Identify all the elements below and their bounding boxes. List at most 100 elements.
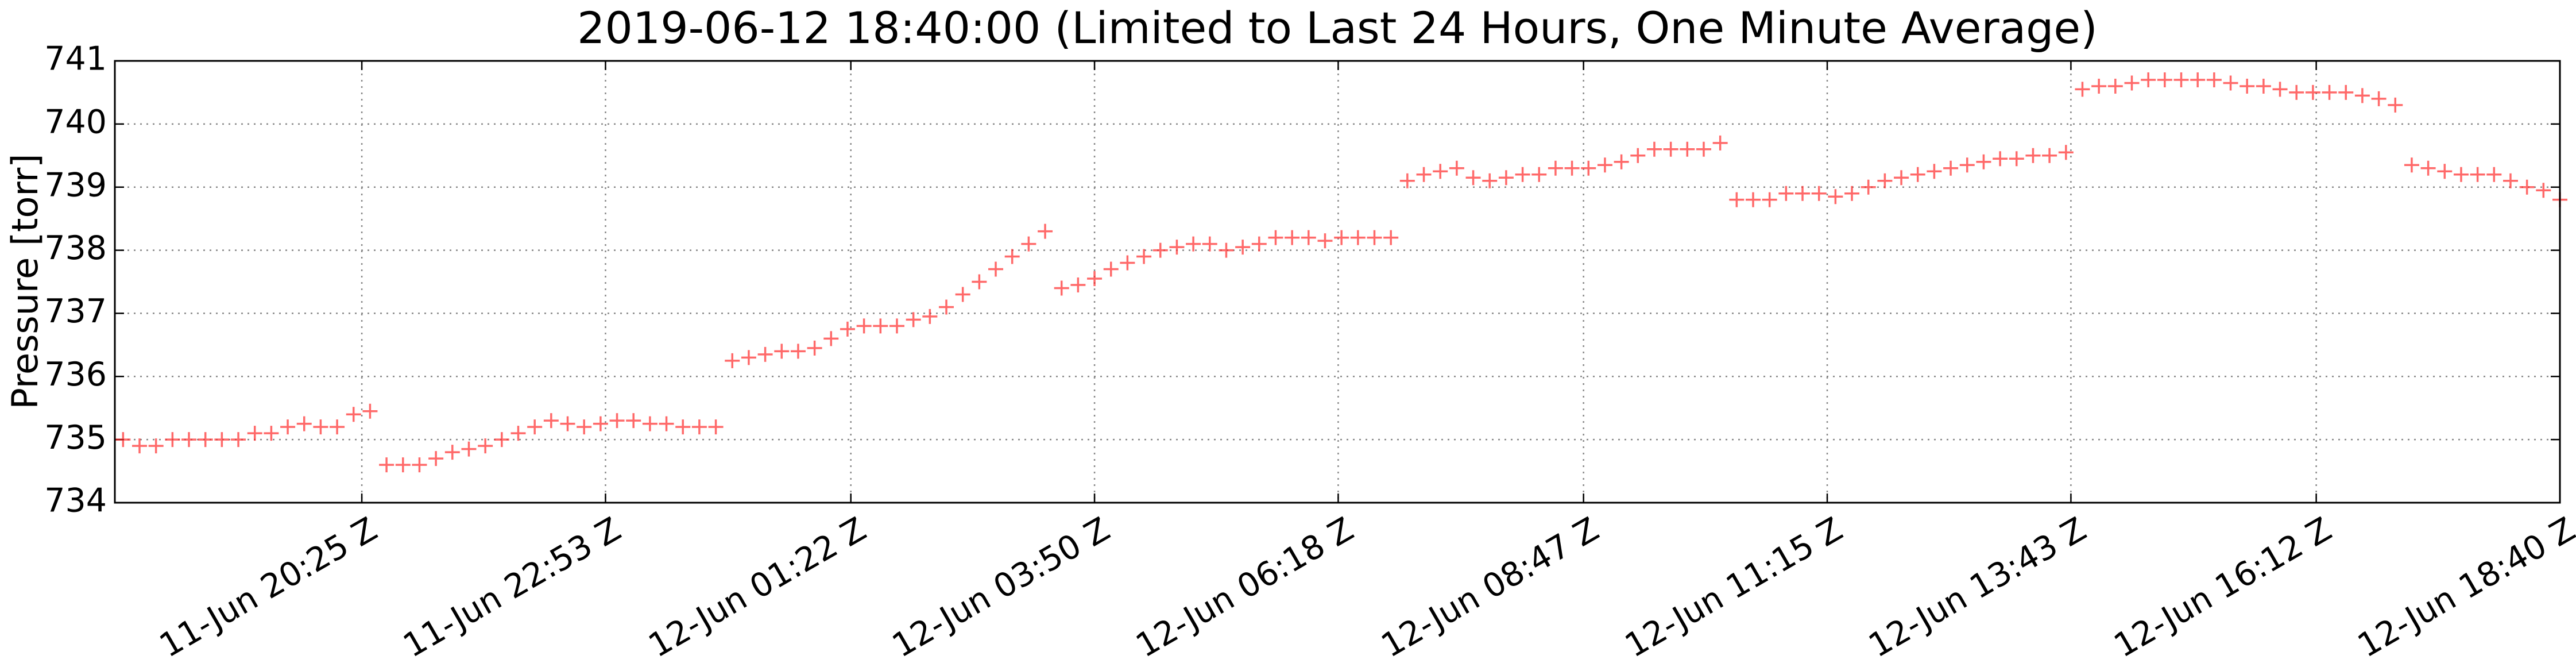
data-point — [1054, 280, 1069, 296]
data-point — [181, 432, 197, 448]
data-point — [675, 419, 691, 435]
data-point — [2025, 148, 2041, 163]
data-point — [1038, 223, 1053, 239]
data-point — [2502, 173, 2518, 188]
data-point — [428, 451, 444, 466]
data-point — [1399, 173, 1415, 188]
data-point — [1646, 141, 1662, 157]
y-tick-label: 740 — [44, 103, 107, 141]
data-point — [395, 457, 411, 473]
data-point — [1844, 186, 1860, 201]
x-tick-label: 12-Jun 18:40 Z — [2351, 510, 2576, 665]
data-point — [2322, 84, 2337, 100]
data-point — [906, 312, 921, 327]
data-point — [1696, 141, 1711, 157]
data-point — [2240, 78, 2255, 94]
data-point — [757, 346, 773, 362]
data-point — [2453, 167, 2469, 182]
data-point — [1317, 233, 1333, 249]
data-point — [2124, 75, 2140, 91]
data-point — [889, 318, 904, 334]
data-point — [856, 318, 872, 334]
data-point — [1663, 141, 1678, 157]
data-point — [1301, 230, 1316, 245]
data-point — [1927, 164, 1942, 179]
data-point — [1746, 192, 1761, 207]
data-point — [1581, 160, 1596, 176]
data-point — [2223, 75, 2238, 91]
data-point — [1630, 148, 1646, 163]
data-point — [296, 416, 312, 431]
data-point — [2404, 157, 2419, 173]
data-point — [1186, 236, 1201, 252]
data-point — [790, 344, 806, 359]
data-point — [1103, 261, 1119, 277]
data-point — [1433, 164, 1448, 179]
data-point — [1894, 170, 1909, 186]
data-point — [1614, 154, 1629, 169]
data-point — [1597, 157, 1612, 173]
data-point — [510, 426, 526, 441]
data-point — [1070, 277, 1086, 292]
data-point — [577, 419, 592, 435]
tick-labels: 734 735 736 737 738 739 740 741 11-Jun 20:25 Z 11… — [44, 40, 2576, 665]
data-point — [2437, 164, 2453, 179]
data-point — [2470, 167, 2485, 182]
data-point — [1564, 160, 1580, 176]
data-point — [132, 438, 148, 454]
data-point — [2354, 88, 2370, 103]
data-point — [1729, 192, 1745, 207]
data-point — [659, 416, 674, 431]
data-point — [609, 413, 625, 429]
y-tick-label: 736 — [44, 356, 107, 394]
data-point — [2305, 84, 2320, 100]
data-point — [379, 457, 394, 473]
data-point — [1235, 240, 1251, 255]
data-point — [2371, 91, 2387, 106]
data-point — [1959, 157, 1975, 173]
y-tick-label: 734 — [44, 482, 107, 520]
data-point — [461, 441, 477, 457]
data-point — [2157, 72, 2172, 87]
data-point — [165, 432, 180, 448]
data-point — [2091, 78, 2107, 94]
data-point — [1548, 160, 1563, 176]
data-point — [1712, 135, 1728, 151]
data-point — [1877, 173, 1893, 188]
data-point — [1251, 236, 1267, 252]
data-point — [922, 309, 938, 324]
data-point — [346, 407, 361, 422]
data-point — [725, 353, 740, 368]
data-point — [626, 413, 641, 429]
data-point — [1531, 167, 1547, 182]
x-tick-label: 11-Jun 20:25 Z — [153, 510, 384, 665]
data-point — [807, 340, 822, 356]
data-point — [148, 438, 164, 454]
data-point — [1268, 230, 1283, 245]
data-point — [1515, 167, 1530, 182]
data-point — [1350, 230, 1366, 245]
data-point — [2058, 145, 2074, 160]
y-axis-label: Pressure [torr] — [4, 154, 46, 410]
data-point — [593, 416, 608, 431]
x-tick-label: 11-Jun 22:53 Z — [397, 510, 627, 665]
data-point — [1482, 173, 1498, 188]
data-point — [972, 274, 987, 290]
data-point — [412, 457, 427, 473]
data-point — [1762, 192, 1777, 207]
chart-title: 2019-06-12 18:40:00 (Limited to Last 24 … — [577, 2, 2098, 53]
data-point — [1449, 160, 1464, 176]
x-tick-label: 12-Jun 11:15 Z — [1619, 510, 1849, 665]
data-point — [1976, 154, 1991, 169]
data-point — [214, 432, 230, 448]
data-point — [1795, 186, 1811, 201]
data-point — [2107, 78, 2123, 94]
y-tick-label: 738 — [44, 229, 107, 267]
data-point — [1136, 249, 1152, 264]
data-point — [955, 287, 970, 302]
data-point — [1202, 236, 1217, 252]
data-point — [2272, 82, 2288, 97]
data-point — [247, 426, 262, 441]
data-point — [741, 350, 756, 365]
